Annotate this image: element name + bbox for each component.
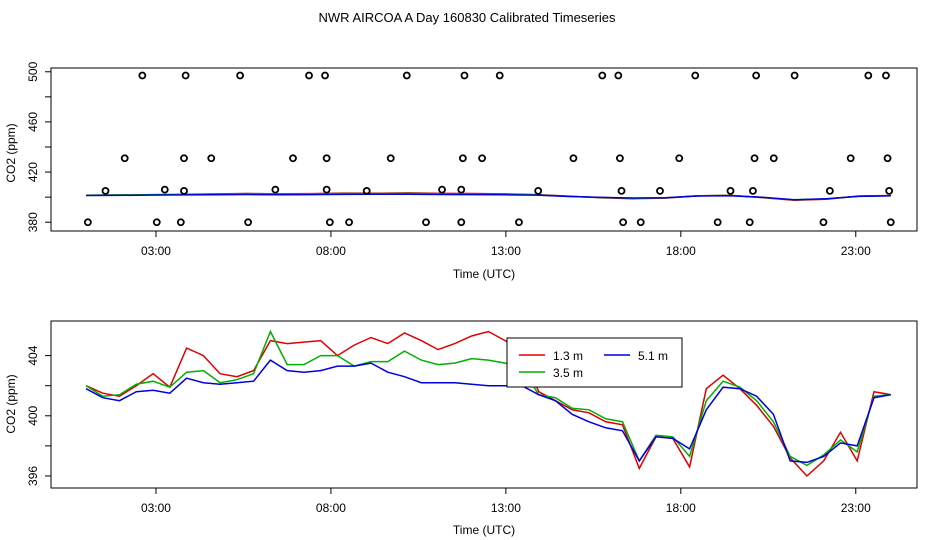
top-standard-point bbox=[750, 154, 759, 163]
top-standard-point bbox=[616, 154, 624, 163]
figure-title: NWR AIRCOA A Day 160830 Calibrated Times… bbox=[319, 10, 616, 25]
bottom-series-line-3-5-mm bbox=[85, 329, 891, 467]
bottom-x-tick-label: 08:00 bbox=[316, 501, 346, 515]
legend: 1.3 m 3.5 m 5.1 m bbox=[506, 337, 683, 388]
top-standard-point bbox=[819, 218, 828, 227]
bottom-y-tick-label: 396 bbox=[26, 466, 40, 486]
top-standard-point bbox=[207, 154, 216, 163]
top-standard-point bbox=[322, 154, 331, 163]
top-standard-point bbox=[422, 218, 430, 227]
top-standard-point bbox=[713, 218, 722, 227]
top-y-tick-label: 380 bbox=[26, 212, 40, 232]
top-x-tick-label: 23:00 bbox=[841, 244, 871, 258]
top-standard-point bbox=[325, 218, 334, 227]
legend-label: 1.3 m bbox=[553, 349, 583, 363]
top-standard-point bbox=[619, 218, 628, 227]
top-standard-point bbox=[478, 154, 486, 163]
top-standard-point bbox=[321, 71, 329, 80]
top-standard-point bbox=[345, 218, 353, 227]
top-standard-point bbox=[569, 154, 578, 163]
top-standard-point bbox=[825, 186, 834, 195]
top-standard-point bbox=[885, 186, 894, 195]
top-standard-point bbox=[236, 71, 245, 80]
top-standard-point bbox=[176, 218, 185, 227]
legend-label: 5.1 m bbox=[638, 349, 668, 363]
top-standard-point bbox=[726, 186, 735, 195]
top-standard-point bbox=[181, 71, 190, 80]
top-standard-point bbox=[457, 218, 466, 227]
legend-box bbox=[506, 337, 683, 388]
top-standard-point bbox=[362, 186, 371, 195]
top-standard-point bbox=[120, 154, 129, 163]
top-standard-point bbox=[289, 154, 297, 163]
top-standard-point bbox=[495, 71, 504, 80]
top-x-tick-label: 08:00 bbox=[316, 244, 346, 258]
top-standard-point bbox=[305, 71, 313, 80]
top-standard-point bbox=[752, 71, 761, 80]
bottom-x-tick-label: 23:00 bbox=[841, 501, 871, 515]
top-standard-point bbox=[180, 186, 188, 195]
bottom-y-tick-label: 404 bbox=[26, 345, 40, 365]
top-standard-point bbox=[458, 154, 467, 163]
top-series-line-5-1-mm bbox=[85, 193, 891, 201]
top-standard-point bbox=[101, 186, 110, 195]
legend-label: 3.5 m bbox=[553, 366, 583, 380]
top-x-tick-label: 13:00 bbox=[491, 244, 521, 258]
top-panel-co2-calibrated-with-standards: Time (UTC) CO2 (ppm) 03:00 08:00 13:00 18:0… bbox=[4, 61, 918, 281]
top-plot-frame bbox=[50, 67, 918, 232]
top-standard-point bbox=[438, 185, 446, 194]
top-standard-point bbox=[636, 218, 645, 227]
bottom-series-line-1-3-mm bbox=[85, 330, 891, 478]
top-standard-point bbox=[675, 154, 684, 163]
top-standard-point bbox=[883, 154, 892, 163]
top-standard-point bbox=[322, 185, 331, 194]
top-standard-point bbox=[656, 186, 664, 195]
top-y-axis-label: CO2 (ppm) bbox=[4, 123, 18, 182]
top-standard-point bbox=[598, 71, 607, 80]
bottom-series-line-5-1-mm bbox=[85, 359, 891, 464]
bottom-x-tick-label: 18:00 bbox=[666, 501, 696, 515]
top-standard-point bbox=[749, 186, 757, 195]
top-standard-point bbox=[691, 71, 700, 80]
top-x-axis-label: Time (UTC) bbox=[453, 267, 515, 281]
top-y-tick-label: 460 bbox=[26, 112, 40, 132]
top-standard-point bbox=[534, 186, 543, 195]
top-standard-point bbox=[846, 154, 855, 163]
top-standard-point bbox=[790, 71, 799, 80]
bottom-panel-co2-by-height: Time (UTC) CO2 (ppm) 03:00 08:00 13:00 18:0… bbox=[4, 320, 918, 537]
top-x-tick-label: 03:00 bbox=[141, 244, 171, 258]
top-standard-point bbox=[152, 218, 161, 227]
bottom-y-axis-label: CO2 (ppm) bbox=[4, 374, 18, 433]
top-standard-point bbox=[515, 218, 523, 227]
top-standard-point bbox=[83, 218, 92, 227]
top-standard-point bbox=[402, 71, 411, 80]
top-standard-point bbox=[271, 185, 280, 194]
top-standard-point bbox=[244, 218, 253, 227]
top-standard-point bbox=[386, 154, 395, 163]
bottom-plot-frame bbox=[50, 320, 918, 489]
bottom-x-tick-label: 13:00 bbox=[491, 501, 521, 515]
top-y-tick-label: 500 bbox=[26, 61, 40, 81]
bottom-x-axis-label: Time (UTC) bbox=[453, 523, 515, 537]
top-standard-point bbox=[882, 71, 890, 80]
top-standard-point bbox=[138, 71, 147, 80]
bottom-y-tick-label: 400 bbox=[26, 405, 40, 425]
top-standard-point bbox=[457, 185, 466, 194]
top-standard-point bbox=[460, 71, 469, 80]
top-standard-point bbox=[617, 186, 626, 195]
bottom-x-tick-label: 03:00 bbox=[141, 501, 171, 515]
top-standard-point bbox=[614, 71, 623, 80]
top-y-tick-label: 420 bbox=[26, 162, 40, 182]
top-standard-point bbox=[886, 218, 895, 227]
top-standard-point bbox=[769, 154, 778, 163]
top-standard-point bbox=[864, 71, 873, 80]
top-standard-point bbox=[745, 218, 754, 227]
top-x-tick-label: 18:00 bbox=[666, 244, 696, 258]
top-standard-point bbox=[180, 154, 188, 163]
top-standard-point bbox=[160, 185, 169, 194]
